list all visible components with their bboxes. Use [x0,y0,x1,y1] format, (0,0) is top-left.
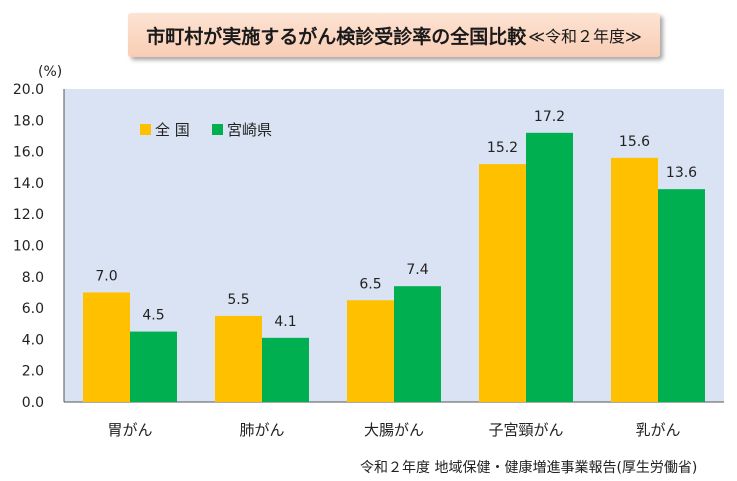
data-label: 13.6 [666,165,697,181]
data-label: 4.5 [142,308,164,324]
source-note: 令和２年度 地域保健・健康増進事業報告(厚生労働省) [360,460,698,476]
bar-national [479,164,526,402]
legend-swatch-national [140,124,151,135]
chart-title-box: 市町村が実施するがん検診受診率の全国比較 ≪令和２年度≫ [128,13,660,57]
category-labels: 胃がん 肺がん 大腸がん 子宮頸がん 乳がん [107,421,680,439]
y-tick-label: 20.0 [13,82,44,98]
category-label: 乳がん [635,421,680,439]
y-tick-label: 2.0 [22,364,44,380]
y-tick-label: 16.0 [13,145,44,161]
data-label: 6.5 [359,276,381,292]
y-tick-label: 10.0 [13,239,44,255]
bar-national [83,292,130,402]
data-label: 4.1 [274,314,296,330]
data-label: 7.4 [406,262,428,278]
bar-miyazaki [262,337,309,402]
data-label: 15.2 [487,140,518,156]
chart-subtitle: ≪令和２年度≫ [528,27,642,46]
bar-national [611,157,658,402]
category-label: 子宮頸がん [488,421,563,439]
legend-label-national: 全 国 [155,121,190,139]
y-tick-label: 4.0 [22,332,44,348]
y-tick-label: 18.0 [13,113,44,129]
bar-miyazaki [526,132,573,402]
bar-national [215,315,262,402]
bar-miyazaki [130,331,177,402]
data-label: 15.6 [619,134,650,150]
y-tick-label: 12.0 [13,207,44,223]
y-tick-label: 14.0 [13,176,44,192]
data-label: 5.5 [227,292,249,308]
data-label: 7.0 [95,268,117,284]
legend-swatch-miyazaki [212,124,223,135]
bar-national [347,300,394,402]
y-tick-label: 8.0 [22,270,44,286]
data-label: 17.2 [534,109,565,125]
bar-miyazaki [394,286,441,402]
y-ticks: 0.0 2.0 4.0 6.0 8.0 10.0 12.0 14.0 16.0 18.0 20.0 [13,82,44,411]
bar-miyazaki [658,189,705,402]
y-tick-label: 0.0 [22,395,44,411]
bars: 7.0 4.5 5.5 4.1 6.5 7.4 15.2 17.2 15.6 13.6 [83,109,705,402]
y-tick-label: 6.0 [22,301,44,317]
legend: 全 国 宮崎県 [140,121,272,139]
chart-title: 市町村が実施するがん検診受診率の全国比較 [146,25,527,48]
category-label: 大腸がん [364,421,424,439]
y-axis-label: (%) [38,64,62,80]
category-label: 肺がん [239,421,284,439]
category-label: 胃がん [107,421,152,439]
legend-label-miyazaki: 宮崎県 [227,121,272,139]
